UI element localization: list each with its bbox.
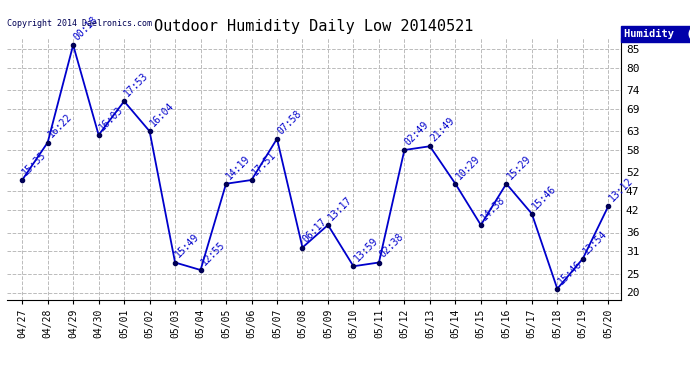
Title: Outdoor Humidity Daily Low 20140521: Outdoor Humidity Daily Low 20140521 [155, 18, 473, 33]
Text: 02:38: 02:38 [377, 232, 405, 260]
Text: 15:49: 15:49 [174, 232, 201, 260]
Text: 14:38: 14:38 [480, 194, 507, 222]
Text: 15:29: 15:29 [505, 153, 533, 181]
Text: 13:54: 13:54 [581, 228, 609, 256]
Text: 14:19: 14:19 [224, 153, 253, 181]
Text: 21:49: 21:49 [428, 116, 456, 144]
Text: Humidity  (%): Humidity (%) [624, 29, 690, 39]
Text: Copyright 2014 Daelronics.com: Copyright 2014 Daelronics.com [7, 19, 152, 28]
Text: 12:55: 12:55 [199, 239, 227, 267]
Text: 15:35: 15:35 [21, 149, 48, 177]
Text: 07:58: 07:58 [275, 108, 304, 136]
Text: 17:51: 17:51 [250, 149, 278, 177]
Text: 16:04: 16:04 [148, 100, 176, 129]
Text: 13:12: 13:12 [607, 176, 635, 204]
Text: 13:17: 13:17 [326, 194, 354, 222]
Text: 15:46: 15:46 [555, 258, 584, 286]
Text: 16:22: 16:22 [46, 112, 74, 140]
Text: 00:18: 00:18 [72, 14, 99, 42]
Text: 10:29: 10:29 [454, 153, 482, 181]
Text: 17:53: 17:53 [123, 70, 150, 99]
Text: 13:59: 13:59 [352, 236, 380, 264]
Text: 16:03: 16:03 [97, 104, 125, 132]
Text: 15:46: 15:46 [531, 183, 558, 211]
Text: 06:17: 06:17 [301, 217, 329, 245]
Text: 02:49: 02:49 [403, 119, 431, 147]
